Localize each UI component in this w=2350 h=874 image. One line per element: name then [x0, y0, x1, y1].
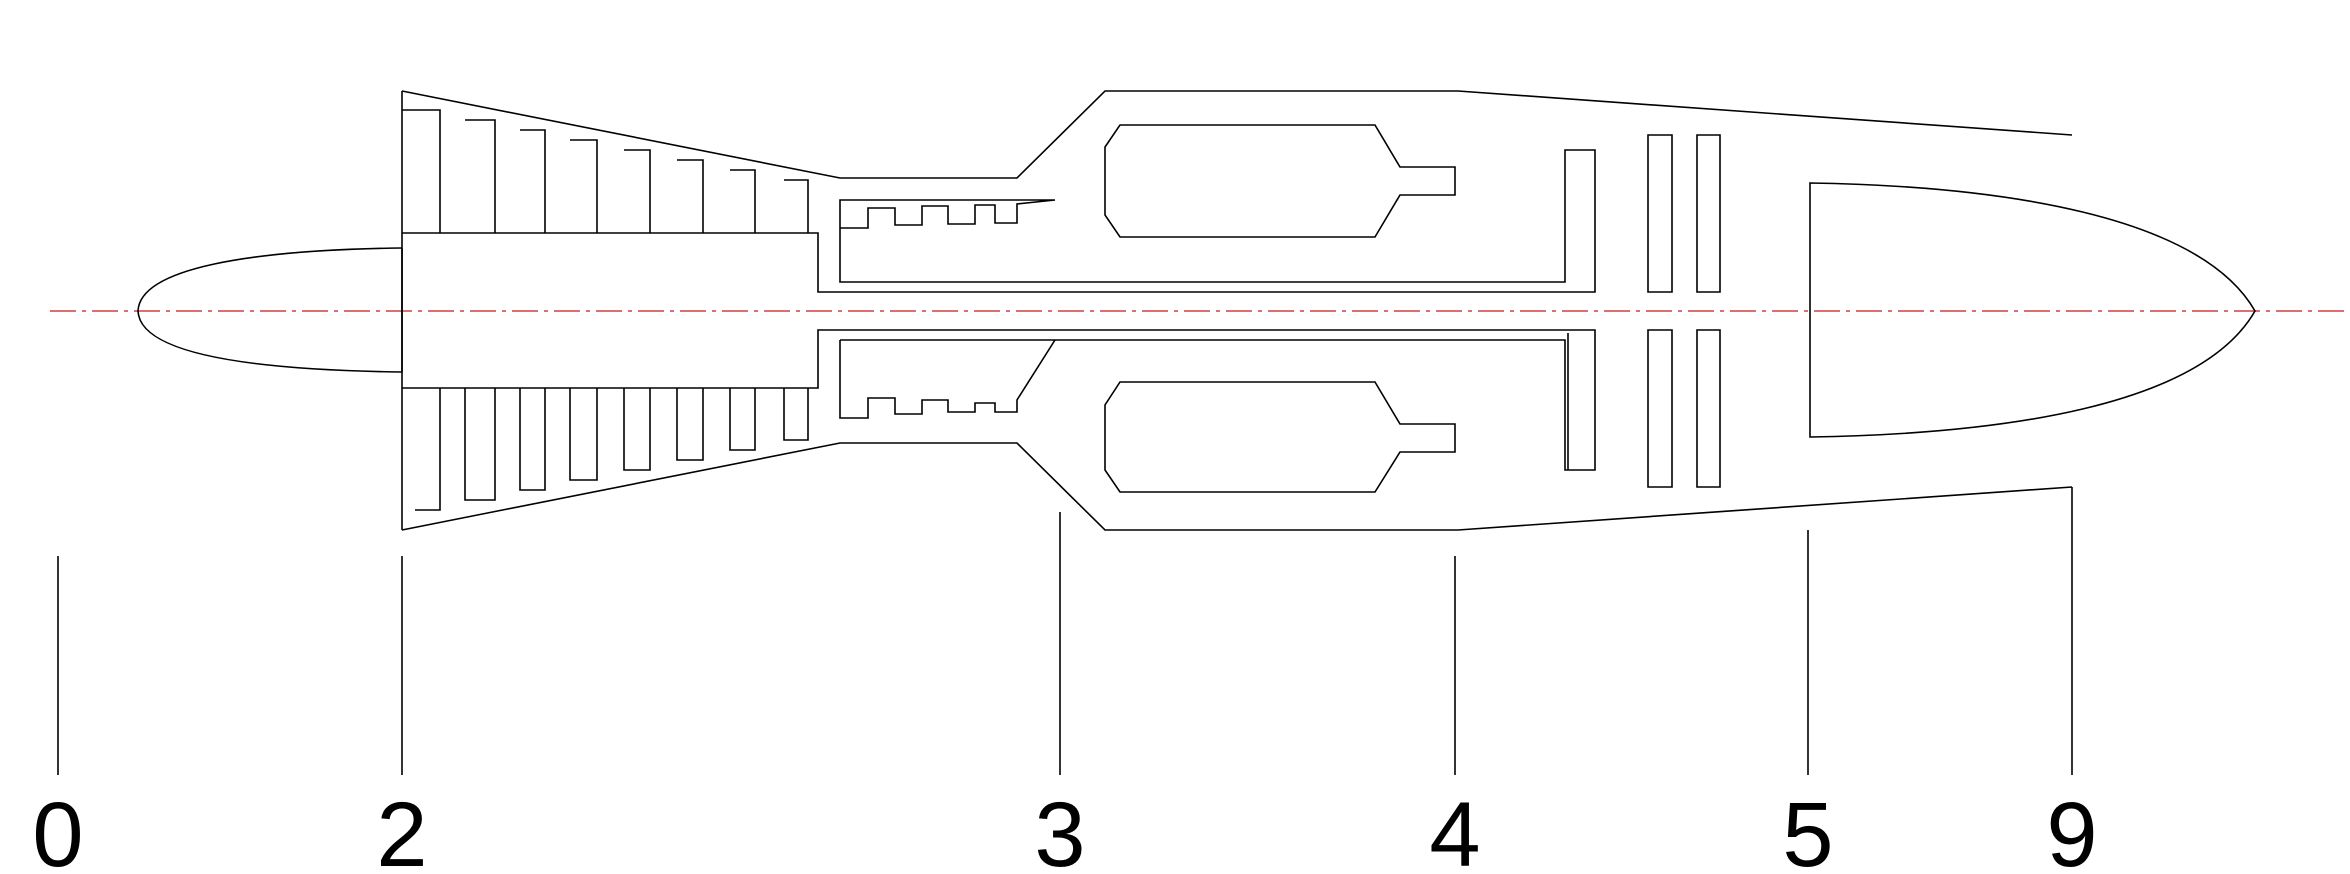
inlet-spinner	[137, 247, 403, 373]
lp-stages-upper	[402, 109, 809, 233]
combustor-upper	[1104, 124, 1456, 238]
station-label-0: 0	[32, 784, 83, 874]
combustor-lower	[1104, 381, 1456, 493]
station-label-4: 4	[1429, 784, 1480, 874]
lp-stages-lower	[402, 329, 1596, 511]
station-label-9: 9	[2046, 784, 2097, 874]
compressor-blades-upper	[402, 149, 1596, 293]
station-label-3: 3	[1034, 784, 1085, 874]
station-label-2: 2	[376, 784, 427, 874]
outer-casing-lower	[401, 442, 2073, 531]
outer-casing-upper	[401, 90, 2073, 179]
hp-compressor-lower	[839, 339, 1056, 419]
turbine-upper	[1647, 134, 1721, 293]
turbine-lower	[1567, 329, 1721, 488]
station-label-5: 5	[1782, 784, 1833, 874]
exhaust-cone	[1809, 182, 2256, 438]
